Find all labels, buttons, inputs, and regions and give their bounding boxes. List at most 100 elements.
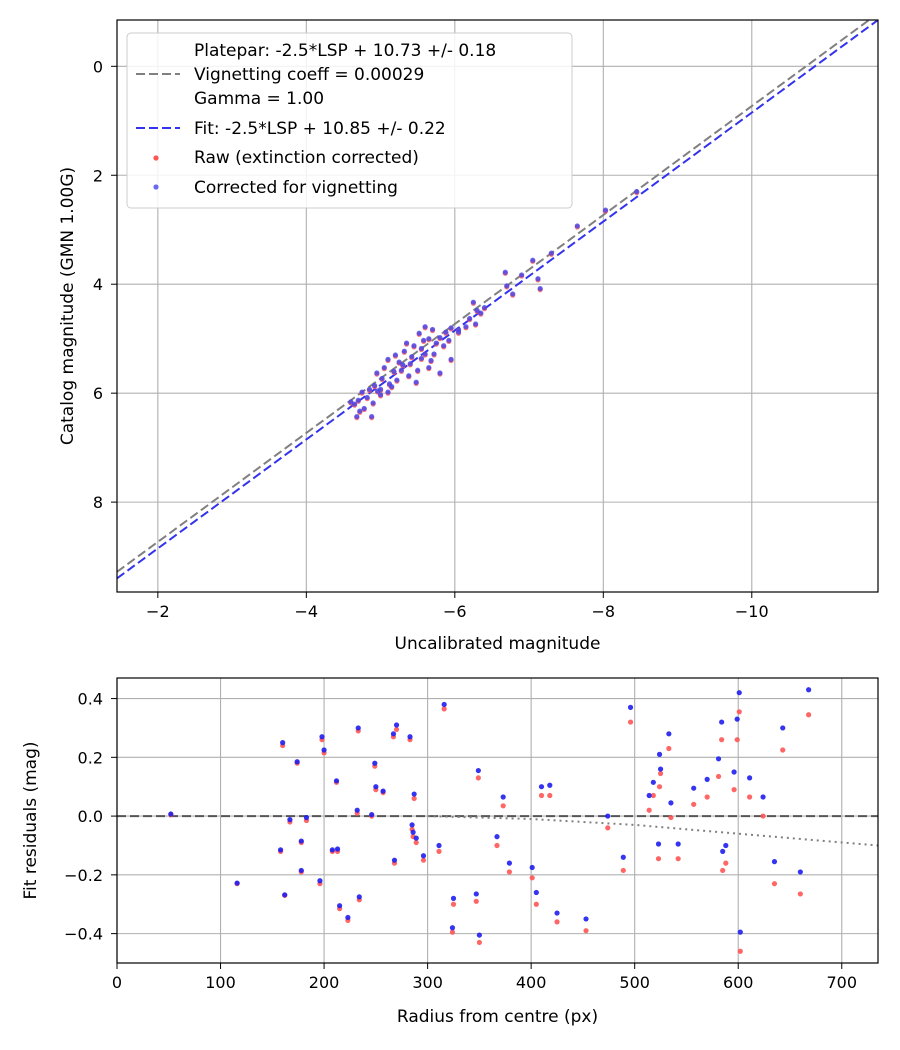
top-data-point — [481, 305, 488, 311]
top-data-point — [374, 370, 380, 376]
bottom-data-point — [734, 716, 740, 722]
bottom-data-point — [294, 759, 300, 765]
bottom-data-point — [436, 842, 442, 849]
top-data-point — [421, 337, 427, 343]
bottom-data-point — [234, 880, 240, 886]
top-x-axis-label: Uncalibrated magnitude — [395, 634, 601, 654]
bottom-data-point — [393, 722, 400, 728]
bottom-x-tick-label: 700 — [826, 973, 857, 992]
bottom-data-point — [321, 747, 327, 753]
bottom-data-point — [411, 791, 417, 797]
top-data-point — [418, 355, 424, 361]
top-data-point — [428, 357, 434, 364]
top-data-point — [437, 334, 443, 341]
bottom-data-point — [605, 813, 611, 819]
bottom-data-point — [760, 813, 766, 819]
bottom-data-point — [737, 948, 743, 954]
bottom-data-point — [797, 891, 803, 897]
bottom-data-point — [723, 860, 729, 866]
bottom-data-point — [620, 854, 626, 860]
bottom-plot-frame — [116, 677, 879, 964]
bottom-x-tick-label: 500 — [619, 973, 650, 992]
top-data-point — [406, 373, 412, 379]
bottom-data-point — [737, 929, 743, 935]
top-data-point — [416, 330, 422, 336]
bottom-data-point — [494, 834, 500, 840]
bottom-data-point — [691, 801, 697, 807]
bottom-data-point — [704, 794, 710, 800]
bottom-data-point — [731, 787, 737, 793]
bottom-data-point — [334, 846, 341, 852]
bottom-data-point — [720, 867, 726, 874]
bottom-data-point — [666, 745, 672, 752]
bottom-data-point — [668, 814, 674, 821]
bottom-data-point — [475, 775, 481, 781]
bottom-y-axis-label: Fit residuals (mag) — [21, 742, 41, 900]
top-data-point — [355, 397, 361, 403]
bottom-data-point — [494, 842, 500, 849]
bottom-data-point — [806, 712, 812, 718]
bottom-data-point — [411, 795, 417, 802]
bottom-data-point — [506, 860, 513, 866]
bottom-data-point — [650, 779, 656, 785]
top-data-point — [446, 337, 452, 343]
top-data-point — [396, 359, 402, 365]
top-data-point — [348, 399, 354, 405]
bottom-data-point — [390, 731, 397, 737]
top-data-point — [437, 370, 443, 376]
bottom-data-point — [337, 903, 343, 909]
bottom-data-point — [277, 847, 284, 853]
top-x-tick-label: −6 — [443, 602, 467, 621]
legend-platepar-line-2: Vignetting coeff = 0.00029 — [194, 65, 424, 85]
bottom-reference-lines — [117, 815, 879, 847]
bottom-data-point — [372, 760, 378, 766]
bottom-data-point — [533, 901, 539, 907]
top-fit-lines — [117, 20, 878, 580]
bottom-axis-ticks: 0 100 200 300 400 500 600 700 −0.4 −0.2 0.0 0.2 0.4 — [64, 690, 857, 992]
bottom-data-point — [538, 792, 545, 799]
top-data-point — [372, 382, 378, 389]
top-data-point — [401, 348, 407, 354]
top-y-axis-label: Catalog magnitude (GMN 1.00G) — [58, 167, 78, 445]
top-data-point — [472, 321, 479, 327]
bottom-data-point — [538, 784, 545, 790]
bottom-data-point — [704, 776, 710, 782]
bottom-data-point — [280, 740, 286, 746]
bottom-data-point — [409, 822, 415, 828]
bottom-data-point — [719, 719, 725, 725]
top-data-point — [602, 207, 609, 213]
top-data-point — [504, 283, 510, 289]
bottom-data-point — [393, 726, 400, 733]
bottom-data-point — [780, 747, 786, 753]
bottom-data-point — [500, 794, 506, 800]
top-data-point — [467, 315, 473, 322]
bottom-x-tick-label: 300 — [412, 973, 443, 992]
bottom-data-point — [355, 725, 361, 731]
bottom-data-point — [657, 770, 664, 777]
top-data-point — [634, 189, 640, 195]
bottom-data-point — [734, 737, 740, 743]
bottom-data-point — [646, 792, 652, 799]
bottom-data-point — [391, 857, 398, 863]
top-data-point — [519, 272, 525, 278]
top-data-point — [354, 413, 360, 420]
legend-platepar-line-3: Gamma = 1.00 — [194, 89, 324, 109]
top-data-point — [366, 386, 373, 392]
bottom-data-point — [303, 814, 310, 821]
bottom-data-point — [806, 687, 812, 693]
bottom-data-point — [410, 829, 416, 835]
bottom-data-point — [675, 856, 681, 862]
bottom-data-point — [413, 835, 419, 841]
bottom-data-point — [620, 867, 626, 874]
top-data-point — [392, 352, 399, 358]
bottom-data-point — [282, 892, 288, 898]
bottom-data-point — [731, 769, 737, 775]
top-data-point — [415, 367, 421, 373]
top-y-tick-label: 2 — [93, 166, 103, 185]
legend-raw-label: Raw (extinction corrected) — [194, 148, 419, 168]
top-data-point — [448, 356, 454, 362]
bottom-data-point — [441, 701, 447, 708]
top-data-point — [537, 285, 543, 292]
bottom-data-point — [736, 709, 742, 715]
